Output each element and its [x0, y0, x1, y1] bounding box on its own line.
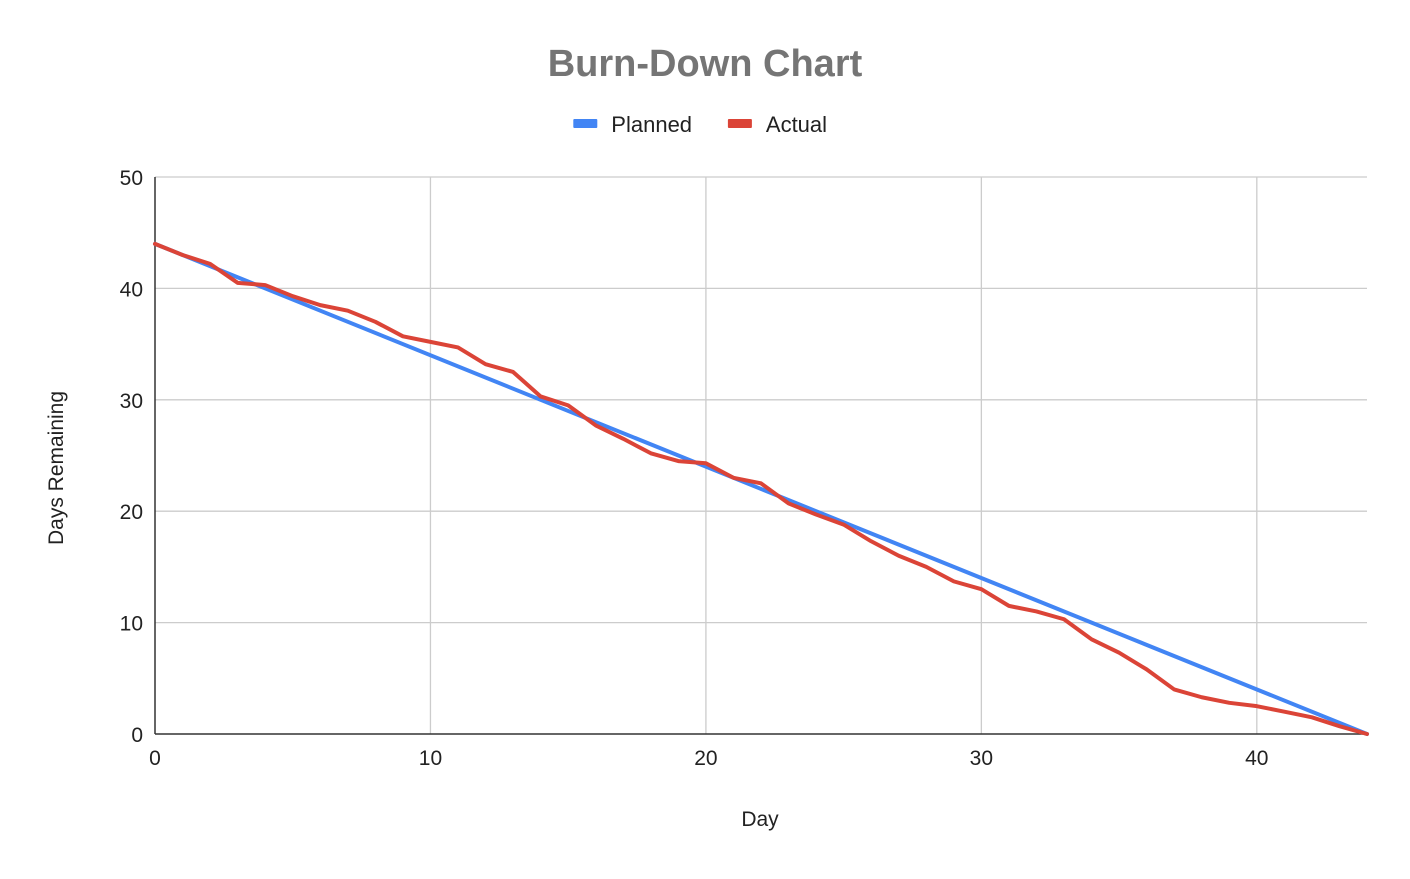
legend-label: Actual: [766, 112, 827, 137]
legend-swatch: [573, 119, 598, 128]
x-tick-label: 20: [694, 747, 717, 770]
x-tick-label: 30: [970, 747, 993, 770]
y-tick-label: 20: [120, 501, 143, 524]
y-tick-label: 50: [120, 167, 143, 190]
legend-item-planned: Planned: [573, 112, 692, 137]
y-tick-labels: 0 10 20 30 40 50: [120, 167, 143, 747]
x-tick-label: 10: [419, 747, 442, 770]
series-line-actual: [153, 241, 1369, 736]
legend: Planned Actual: [573, 112, 827, 137]
chart-title: Burn-Down Chart: [548, 43, 863, 85]
x-axis-label: Day: [741, 808, 779, 831]
series-lines: [153, 241, 1369, 736]
x-tick-labels: 0 10 20 30 40: [149, 747, 1268, 770]
y-axis-label: Days Remaining: [45, 391, 68, 545]
series-line-planned: [153, 241, 1369, 736]
x-tick-label: 0: [149, 747, 161, 770]
y-tick-label: 0: [131, 724, 143, 747]
axes: [154, 177, 1367, 735]
legend-swatch: [727, 119, 752, 128]
y-tick-label: 30: [120, 390, 143, 413]
y-tick-label: 40: [120, 278, 143, 301]
gridlines: [155, 176, 1367, 734]
legend-item-actual: Actual: [727, 112, 827, 137]
y-tick-label: 10: [120, 613, 143, 636]
legend-label: Planned: [611, 112, 692, 137]
x-tick-label: 40: [1245, 747, 1268, 770]
